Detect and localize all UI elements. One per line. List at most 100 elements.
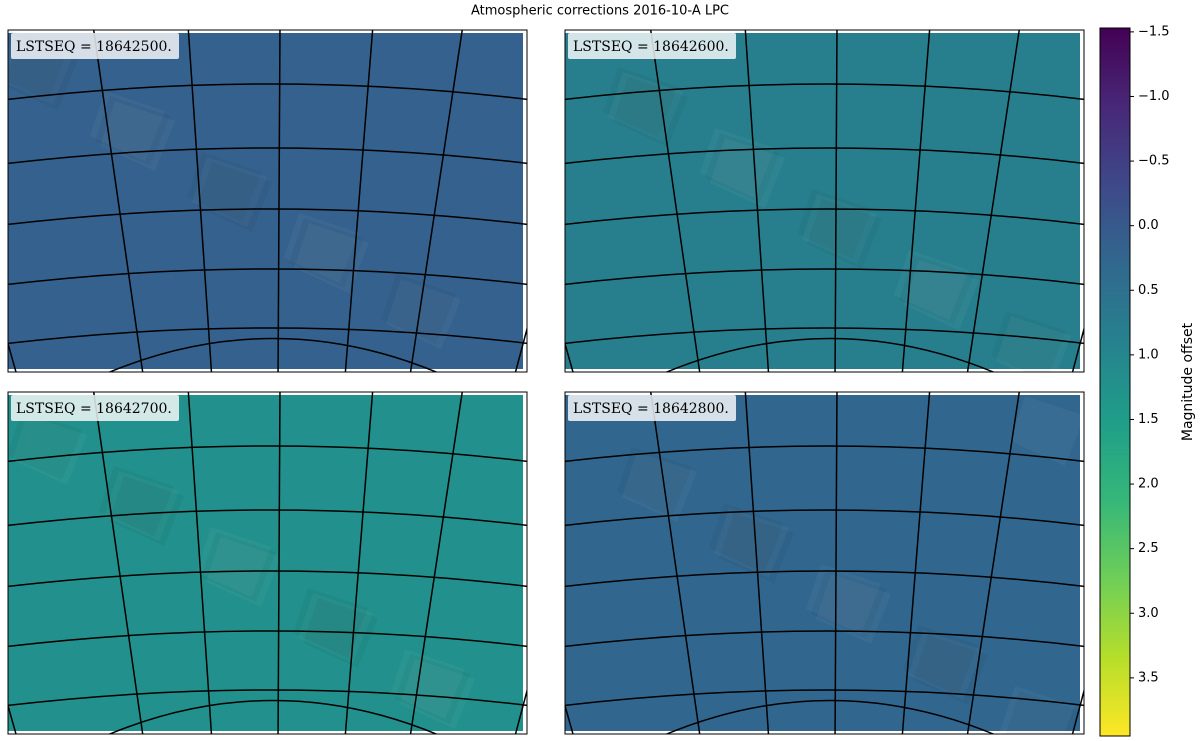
label-box	[11, 33, 179, 59]
y-tick-label: 1.0	[1138, 347, 1159, 362]
y-tick-label: 3.5	[1138, 670, 1159, 685]
patch	[196, 527, 271, 597]
graticule	[92, 392, 144, 734]
graticule	[277, 392, 281, 734]
graticule	[565, 509, 1084, 527]
graticule	[565, 83, 1084, 101]
patch	[95, 96, 170, 166]
panel	[565, 30, 1084, 372]
graticule	[565, 327, 1084, 345]
graticule	[834, 392, 838, 734]
patch	[381, 274, 456, 344]
graticule	[108, 337, 438, 372]
graticule	[187, 392, 213, 734]
y-tick-label: 0.0	[1138, 218, 1159, 233]
patch	[894, 250, 969, 320]
label-box	[568, 395, 736, 421]
patch	[991, 311, 1066, 372]
graticule	[8, 570, 527, 588]
graticule	[834, 30, 838, 372]
patch	[908, 630, 983, 700]
graticule	[8, 445, 527, 463]
panel-field	[565, 395, 1080, 731]
graticule	[901, 30, 931, 372]
patch	[8, 410, 82, 480]
y-tick-label: 2.5	[1138, 541, 1159, 556]
graticule	[344, 30, 374, 372]
panel-frame	[564, 391, 1085, 735]
patch	[714, 508, 789, 578]
graticule	[565, 208, 1084, 226]
graticule	[8, 83, 527, 101]
patch	[109, 476, 184, 546]
patch	[709, 503, 784, 573]
graticule	[8, 208, 527, 226]
graticule	[649, 392, 701, 734]
graticule	[649, 30, 701, 372]
graticule	[565, 268, 1084, 286]
patch	[284, 213, 359, 283]
patch	[903, 625, 978, 695]
graticule	[665, 699, 995, 734]
patch	[802, 194, 877, 264]
graticule	[277, 30, 281, 372]
patch	[710, 138, 785, 208]
patch	[395, 654, 470, 724]
patch	[99, 466, 174, 536]
panel-label: LSTSEQ = 18642700.	[16, 401, 172, 417]
panel-field	[8, 33, 523, 369]
panel	[8, 30, 527, 372]
graticule	[92, 30, 144, 372]
panel-label: LSTSEQ = 18642600.	[573, 39, 729, 55]
panel-frame	[7, 391, 528, 735]
graticule	[565, 570, 1084, 588]
y-tick-label: 0.5	[1138, 283, 1159, 298]
graticule	[565, 630, 1084, 648]
graticule	[744, 392, 770, 734]
patch	[201, 532, 276, 602]
panel	[8, 392, 527, 734]
y-tick-label: −1.5	[1138, 24, 1170, 39]
patch	[298, 593, 373, 663]
y-tick-label: 2.0	[1138, 477, 1159, 492]
graticule	[565, 689, 1084, 707]
patch	[104, 471, 179, 541]
panel-frame	[7, 29, 528, 373]
patch	[294, 223, 369, 293]
y-tick-label: 1.5	[1138, 412, 1159, 427]
graticule	[901, 392, 931, 734]
graticule	[565, 147, 1084, 165]
panel-label: LSTSEQ = 18642800.	[573, 401, 729, 417]
y-tick-label: 3.0	[1138, 606, 1159, 621]
patch	[904, 260, 979, 330]
patch	[622, 452, 697, 522]
graticule	[966, 392, 1021, 734]
chart-title: Atmospheric corrections 2016-10-A LPC	[471, 4, 729, 19]
panel-field	[8, 395, 523, 731]
graticule	[8, 630, 527, 648]
patch	[12, 415, 87, 485]
graticule	[8, 509, 527, 527]
graticule	[409, 392, 464, 734]
patch	[197, 162, 272, 232]
patch	[807, 199, 882, 269]
graticule	[409, 30, 464, 372]
graticule	[108, 699, 438, 734]
graticule	[966, 30, 1021, 372]
patch	[293, 588, 368, 658]
graticule	[187, 30, 213, 372]
patch	[1010, 396, 1084, 466]
graticule	[8, 147, 527, 165]
graticule	[344, 392, 374, 734]
patch	[811, 569, 886, 639]
patch	[390, 649, 465, 719]
patch	[806, 564, 881, 634]
graticule	[8, 327, 527, 345]
patch	[1005, 691, 1080, 734]
patch	[90, 91, 165, 161]
graticule	[665, 337, 995, 372]
patch	[187, 152, 262, 222]
y-tick-label: −1.0	[1138, 89, 1170, 104]
graticule	[8, 689, 527, 707]
panel-frame	[564, 29, 1085, 373]
